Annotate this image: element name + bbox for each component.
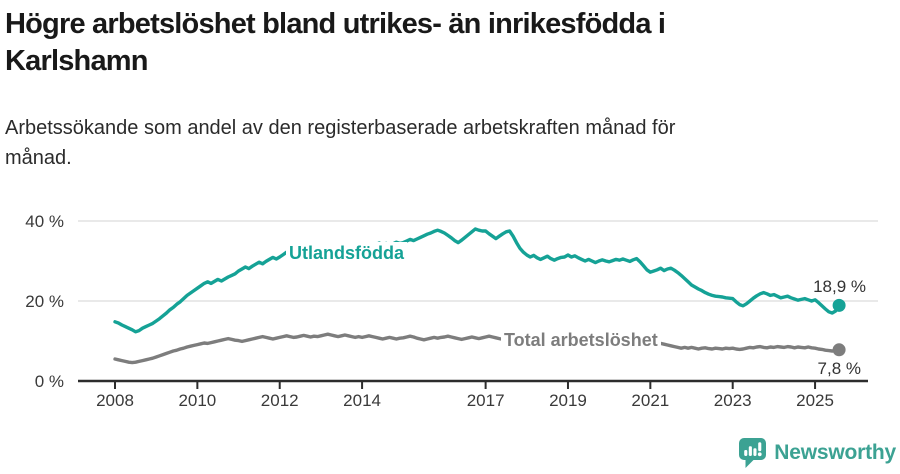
series-label-utlandsfodda: Utlandsfödda (286, 242, 407, 265)
y-tick-label-0: 0 % (35, 372, 64, 391)
x-tick-label-2008: 2008 (96, 391, 134, 410)
newsworthy-logo-icon (739, 438, 767, 468)
series-line-utlandsfodda (113, 227, 841, 334)
newsworthy-branding: Newsworthy (738, 437, 896, 469)
series-line-total (113, 332, 841, 365)
x-tick-label-2017: 2017 (467, 391, 505, 410)
page-title: Högre arbetslöshet bland utrikes- än inr… (5, 6, 865, 80)
x-tick-label-2010: 2010 (178, 391, 216, 410)
newsworthy-brand-name: Newsworthy (774, 441, 896, 464)
end-value-label-utlandsfodda: 18,9 % (813, 277, 866, 296)
chart-subtitle-line2: månad. (5, 147, 72, 169)
series-end-dot-total (832, 343, 846, 357)
series-label-total-arbetsloshet: Total arbetslöshet (501, 329, 661, 352)
x-tick-label-2023: 2023 (714, 391, 752, 410)
chart-subtitle-line1: Arbetssökande som andel av den registerb… (5, 117, 676, 139)
page-title-line2: Karlshamn (5, 45, 148, 77)
series-end-dot-utlandsfodda (832, 298, 846, 312)
y-tick-label-40: 40 % (25, 212, 64, 231)
x-tick-label-2012: 2012 (261, 391, 299, 410)
chart-subtitle: Arbetssökande som andel av den registerb… (5, 113, 865, 173)
x-tick-label-2014: 2014 (343, 391, 381, 410)
x-tick-label-2019: 2019 (549, 391, 587, 410)
end-value-label-total: 7,8 % (817, 359, 861, 378)
x-tick-label-2021: 2021 (631, 391, 669, 410)
x-tick-label-2025: 2025 (796, 391, 834, 410)
y-tick-label-20: 20 % (25, 292, 64, 311)
page-title-line1: Högre arbetslöshet bland utrikes- än inr… (5, 8, 666, 40)
